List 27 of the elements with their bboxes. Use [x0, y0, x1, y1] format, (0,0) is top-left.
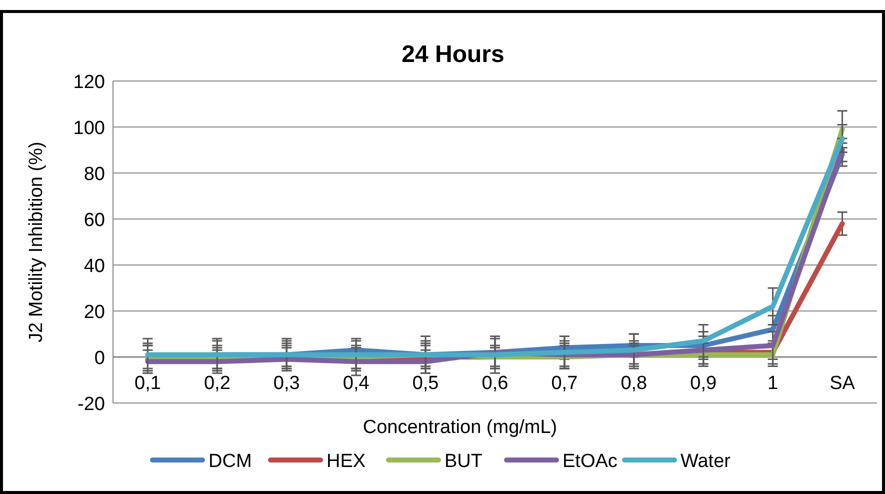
x-tick-label: 0,5: [412, 373, 439, 394]
y-tick-label: 80: [84, 164, 105, 185]
x-tick-label: 0,4: [342, 373, 370, 394]
x-tick-label: SA: [830, 373, 856, 394]
y-tick-label: 40: [84, 256, 105, 277]
x-tick-label: 1: [768, 373, 778, 394]
y-tick-label: 20: [84, 302, 105, 323]
y-axis-title: J2 Motility Inhibition (%): [26, 142, 47, 342]
x-tick-label: 0,1: [134, 373, 161, 394]
y-tick-label: 60: [84, 210, 105, 231]
x-axis-title: Concentration (mg/mL): [362, 417, 558, 438]
x-tick-label: 0,9: [690, 373, 717, 394]
x-tick-label: 0,8: [620, 373, 648, 394]
legend-label: HEX: [326, 451, 366, 472]
y-tick-label: -20: [78, 394, 105, 415]
legend-label: BUT: [444, 451, 483, 472]
y-tick-label: 120: [73, 72, 105, 93]
x-tick-label: 0,3: [273, 373, 300, 394]
x-tick-label: 0,2: [204, 373, 230, 394]
x-tick-label: 0,6: [482, 373, 508, 394]
y-tick-label: 0: [94, 348, 105, 369]
legend-label: EtOAc: [562, 451, 618, 472]
x-tick-label: 0,7: [551, 373, 578, 394]
chart-title: 24 Hours: [402, 41, 504, 68]
legend-label: DCM: [208, 451, 252, 472]
legend-label: Water: [680, 451, 732, 472]
y-tick-label: 100: [73, 118, 105, 139]
